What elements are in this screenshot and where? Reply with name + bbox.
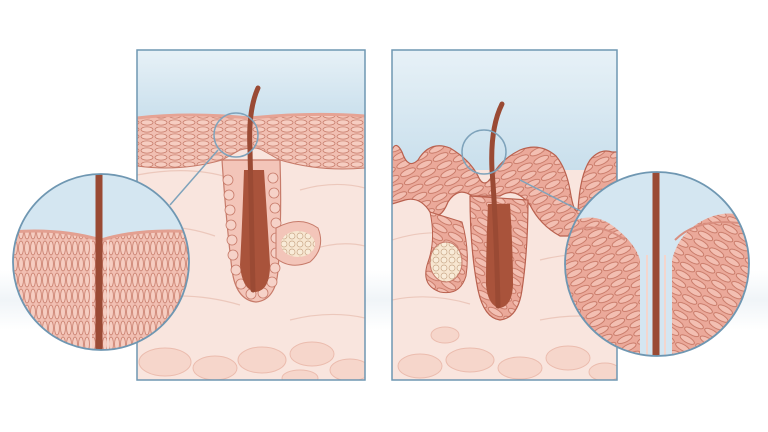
illustration-svg: [0, 0, 768, 432]
skin-comparison-illustration: [0, 0, 768, 432]
